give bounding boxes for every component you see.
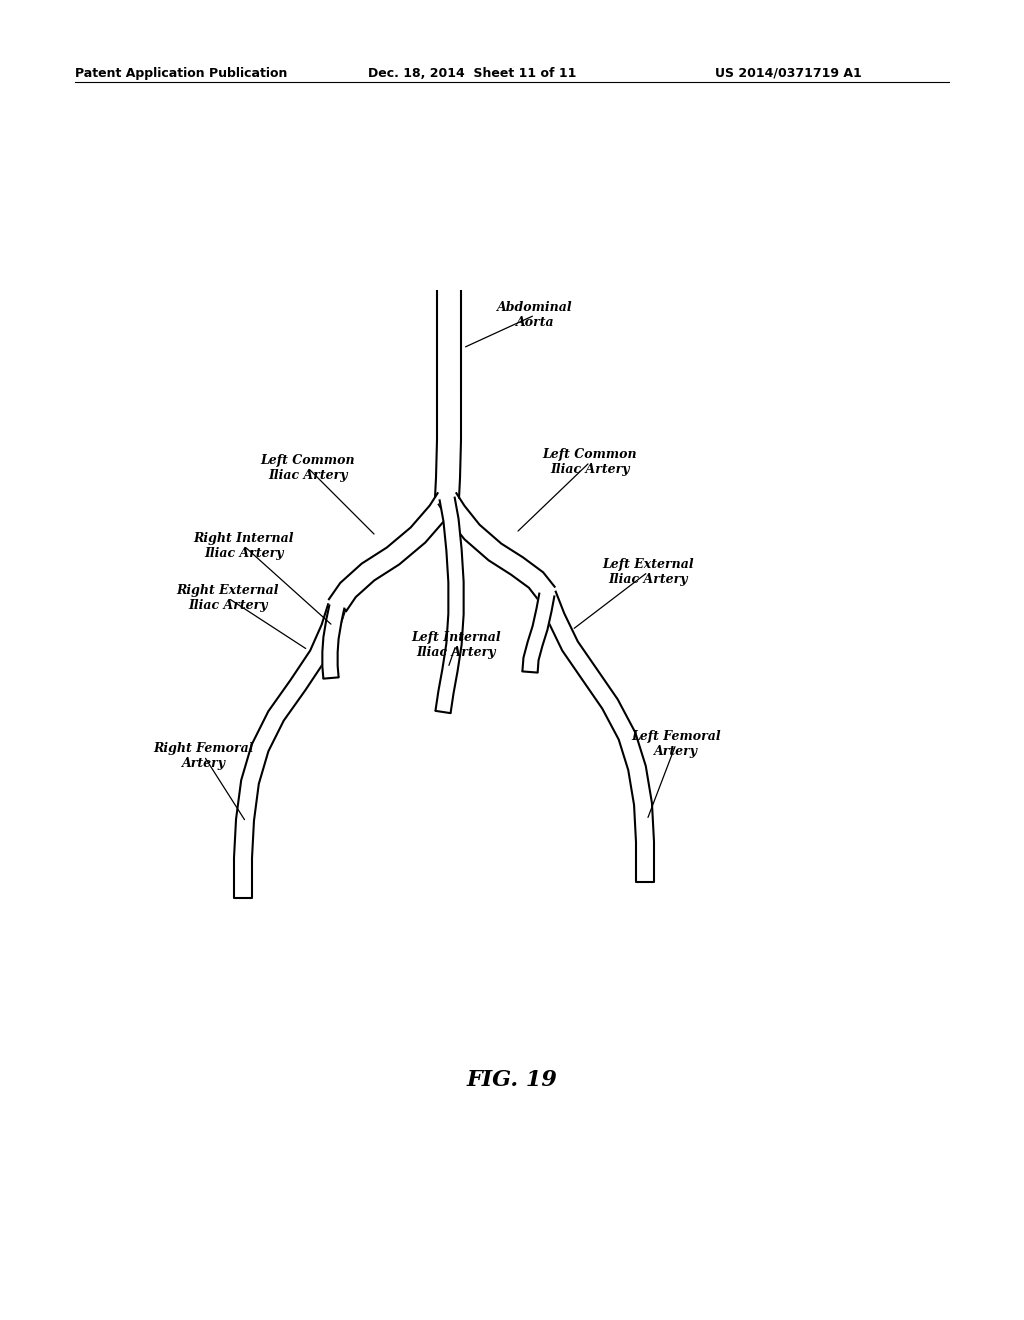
Polygon shape bbox=[438, 492, 555, 601]
Text: Left Femoral
Artery: Left Femoral Artery bbox=[631, 730, 721, 758]
Text: US 2014/0371719 A1: US 2014/0371719 A1 bbox=[715, 67, 862, 81]
Polygon shape bbox=[522, 593, 555, 673]
Text: FIG. 19: FIG. 19 bbox=[467, 1069, 557, 1092]
Text: Dec. 18, 2014  Sheet 11 of 11: Dec. 18, 2014 Sheet 11 of 11 bbox=[368, 67, 577, 81]
Polygon shape bbox=[539, 591, 654, 882]
Text: Left Common
Iliac Artery: Left Common Iliac Artery bbox=[261, 454, 355, 482]
Text: Left Internal
Iliac Artery: Left Internal Iliac Artery bbox=[412, 631, 501, 659]
Text: Abdominal
Aorta: Abdominal Aorta bbox=[498, 301, 572, 329]
Text: Patent Application Publication: Patent Application Publication bbox=[75, 67, 288, 81]
Polygon shape bbox=[435, 290, 461, 499]
Text: Right External
Iliac Artery: Right External Iliac Artery bbox=[177, 583, 280, 612]
Polygon shape bbox=[329, 492, 456, 612]
Polygon shape bbox=[234, 603, 345, 898]
Polygon shape bbox=[323, 605, 344, 678]
Polygon shape bbox=[435, 496, 464, 713]
Text: Right Femoral
Artery: Right Femoral Artery bbox=[154, 742, 254, 770]
Text: Left External
Iliac Artery: Left External Iliac Artery bbox=[602, 558, 694, 586]
Text: Right Internal
Iliac Artery: Right Internal Iliac Artery bbox=[194, 532, 294, 560]
Text: Left Common
Iliac Artery: Left Common Iliac Artery bbox=[543, 447, 637, 477]
